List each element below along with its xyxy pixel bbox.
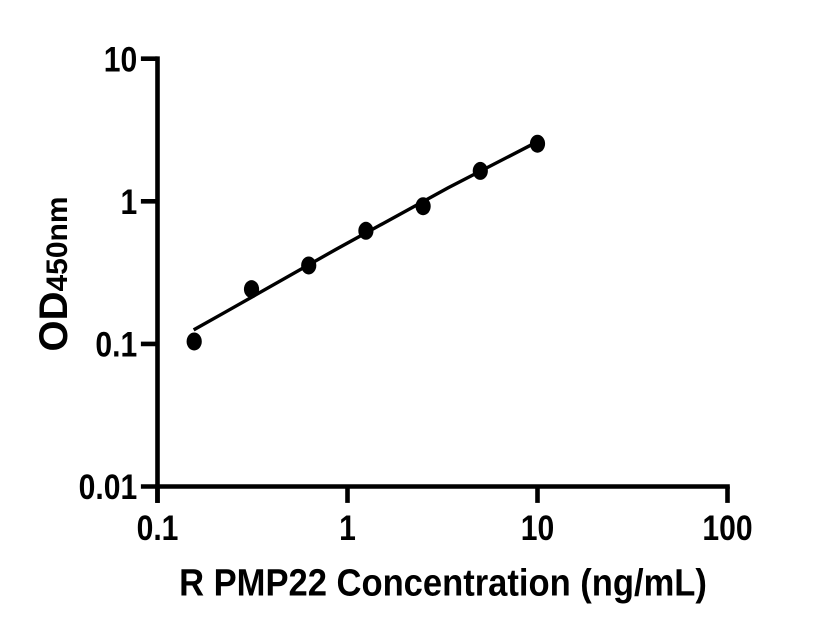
y-axis-title: OD450nm — [32, 196, 76, 351]
y-axis-title-main: OD — [32, 292, 76, 352]
x-tick-label: 100 — [702, 508, 752, 548]
y-axis-title-sub: 450nm — [41, 196, 74, 291]
y-tick-label: 10 — [104, 39, 137, 79]
y-tick-label: 0.01 — [79, 467, 138, 507]
data-point-marker — [186, 332, 202, 351]
plot-area — [186, 134, 546, 351]
x-ticks — [155, 486, 730, 503]
x-tick-label: 1 — [339, 508, 356, 548]
y-tick-label: 1 — [120, 182, 137, 222]
data-point-marker — [358, 221, 374, 240]
x-axis: 0.1 1 10 100 — [137, 484, 753, 548]
data-point-marker — [472, 161, 488, 180]
x-tick-label: 0.1 — [137, 508, 179, 548]
y-axis: 0.01 0.1 1 10 — [79, 39, 160, 507]
y-tick-labels: 0.01 0.1 1 10 — [79, 39, 138, 506]
data-point-marker — [529, 134, 546, 153]
data-point-marker — [301, 256, 317, 275]
x-tick-labels: 0.1 1 10 100 — [137, 508, 753, 548]
data-point-marker — [415, 197, 431, 216]
x-tick-label: 10 — [521, 508, 554, 548]
y-ticks — [140, 56, 158, 489]
y-tick-label: 0.1 — [95, 324, 137, 364]
x-axis-title: R PMP22 Concentration (ng/mL) — [179, 561, 707, 604]
data-points — [186, 134, 546, 351]
data-point-marker — [243, 280, 260, 299]
